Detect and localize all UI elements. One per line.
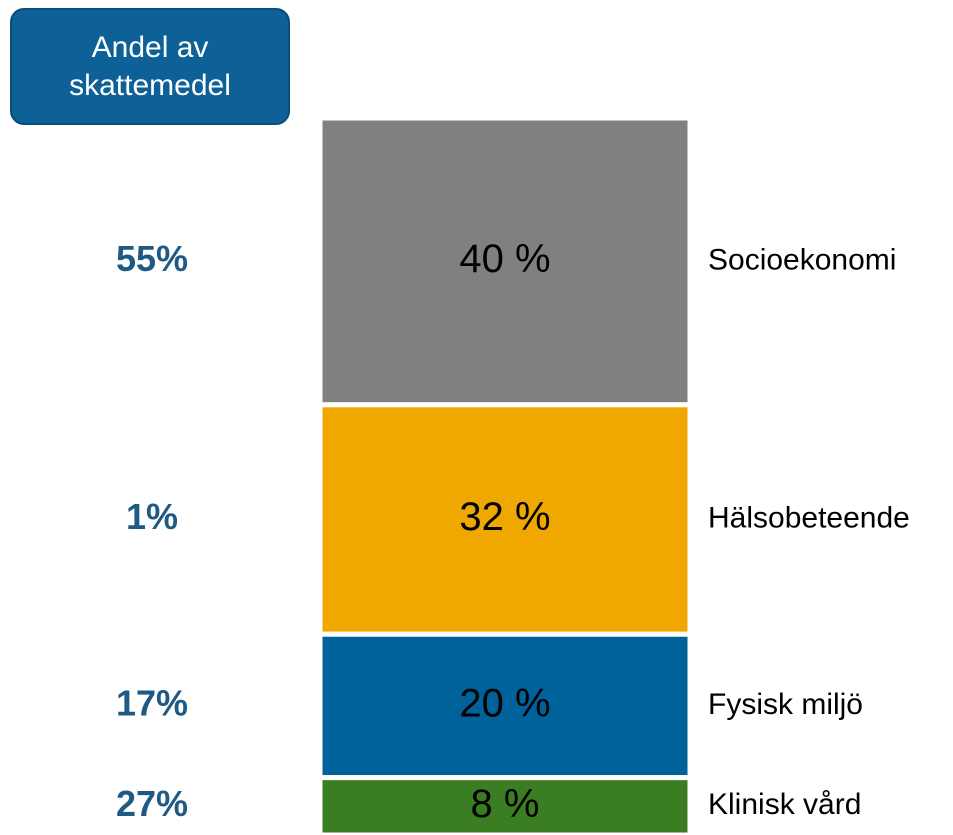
bar-segment — [317, 775, 693, 835]
category-label: Klinisk vård — [708, 788, 861, 821]
tax-share-label: 17% — [116, 682, 188, 723]
tax-share-label: 55% — [116, 238, 188, 279]
category-label: Socioekonomi — [708, 243, 896, 276]
bar-segment — [317, 402, 693, 637]
value-label: 40 % — [459, 237, 550, 281]
value-label: 32 % — [459, 495, 550, 539]
category-label: Hälsobeteende — [708, 501, 910, 534]
tax-share-label: 1% — [126, 496, 178, 537]
bar-segment — [317, 115, 693, 408]
category-label: Fysisk miljö — [708, 688, 863, 721]
value-label: 8 % — [471, 782, 540, 826]
tax-share-label: 27% — [116, 783, 188, 824]
tax-share-title: Andel av skattemedel — [10, 8, 290, 125]
value-label: 20 % — [459, 682, 550, 726]
